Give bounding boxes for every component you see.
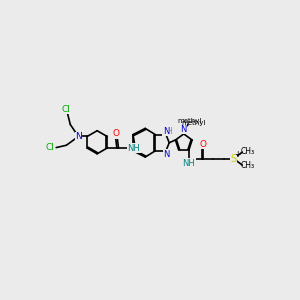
- Text: O: O: [113, 129, 120, 138]
- Text: O: O: [199, 140, 206, 149]
- Text: N: N: [75, 132, 82, 141]
- Text: N: N: [163, 150, 170, 159]
- Text: NH: NH: [183, 159, 195, 168]
- Text: NH: NH: [128, 143, 140, 152]
- Text: Cl: Cl: [46, 143, 55, 152]
- Text: CH₃: CH₃: [241, 147, 255, 156]
- Text: S: S: [230, 154, 237, 164]
- Text: N: N: [181, 125, 187, 134]
- Text: +: +: [234, 150, 241, 159]
- Text: N: N: [163, 127, 169, 136]
- Text: H: H: [166, 127, 172, 136]
- Text: Cl: Cl: [62, 105, 71, 114]
- Text: methyl: methyl: [182, 120, 206, 126]
- Text: methyl: methyl: [178, 118, 202, 124]
- Text: CH₃: CH₃: [241, 161, 255, 170]
